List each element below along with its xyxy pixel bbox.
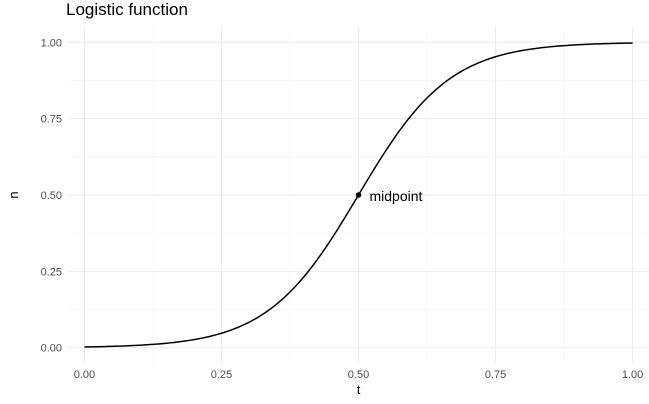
midpoint-marker [355,192,362,198]
x-axis-label: t [357,382,361,397]
y-axis-label: n [6,191,21,198]
x-tick-label: 0.50 [348,369,369,381]
y-tick-label: 0.00 [41,343,62,355]
y-tick-label: 0.75 [41,114,62,126]
x-tick-label: 0.75 [485,369,506,381]
y-tick-label: 0.25 [41,266,62,278]
y-tick-label: 1.00 [41,37,62,49]
x-tick-label: 1.00 [622,369,643,381]
chart-title: Logistic function [66,0,188,19]
x-tick-label: 0.00 [74,369,95,381]
x-tick-label: 0.25 [211,369,232,381]
y-tick-label: 0.50 [41,190,62,202]
midpoint-label: midpoint [370,188,423,204]
